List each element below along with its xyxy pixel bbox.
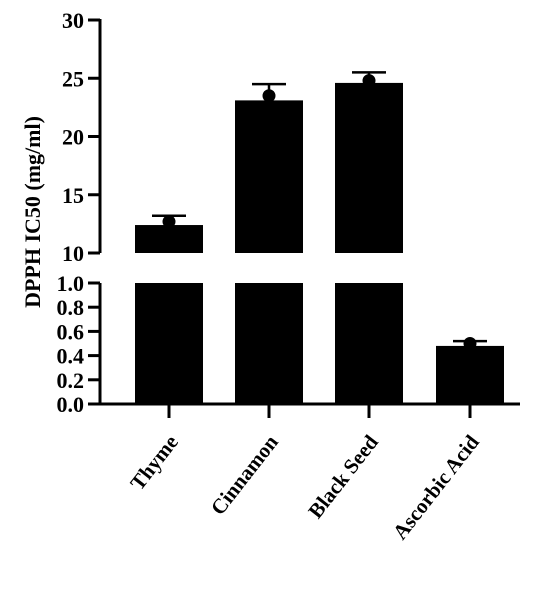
y-tick-label: 0.8 — [57, 295, 85, 320]
bars-layer — [135, 82, 504, 404]
bar-black-seed-upper — [335, 82, 403, 253]
data-point — [463, 337, 477, 350]
y-tick-label: 25 — [62, 66, 84, 91]
x-tick-label: Thyme — [125, 430, 183, 494]
x-tick-label: Cinnamon — [206, 430, 283, 520]
y-tick-labels: 0.00.20.40.60.81.0 10 15 20 25 30 — [57, 8, 85, 417]
y-tick-label: 10 — [62, 241, 84, 266]
axes-layer — [88, 18, 520, 418]
bar-black-seed-lower — [335, 283, 403, 404]
y-axis-title: DPPH IC50 (mg/ml) — [20, 116, 45, 308]
x-tick-label: Ascorbic Acid — [388, 430, 484, 544]
y-tick-label: 0.0 — [57, 392, 85, 417]
bar-ascorbic-acid-lower — [436, 345, 504, 404]
data-point — [162, 215, 176, 229]
y-tick-label: 0.4 — [57, 344, 85, 369]
data-points-layer — [162, 74, 477, 350]
y-tick-label: 15 — [62, 183, 84, 208]
y-tick-label: 0.2 — [57, 368, 85, 393]
x-tick-label: Black Seed — [303, 430, 383, 523]
data-point — [262, 89, 276, 103]
data-point — [362, 74, 376, 88]
y-tick-label: 20 — [62, 125, 84, 150]
bar-cinnamon-upper — [235, 100, 303, 253]
y-tick-label: 1.0 — [57, 271, 85, 296]
y-tick-label: 0.6 — [57, 319, 85, 344]
bar-cinnamon-lower — [235, 283, 303, 404]
bar-thyme-upper — [135, 225, 203, 253]
y-tick-label: 30 — [62, 8, 84, 33]
bar-thyme-lower — [135, 283, 203, 404]
x-tick-labels: Thyme Cinnamon Black Seed Ascorbic Acid — [125, 430, 484, 544]
